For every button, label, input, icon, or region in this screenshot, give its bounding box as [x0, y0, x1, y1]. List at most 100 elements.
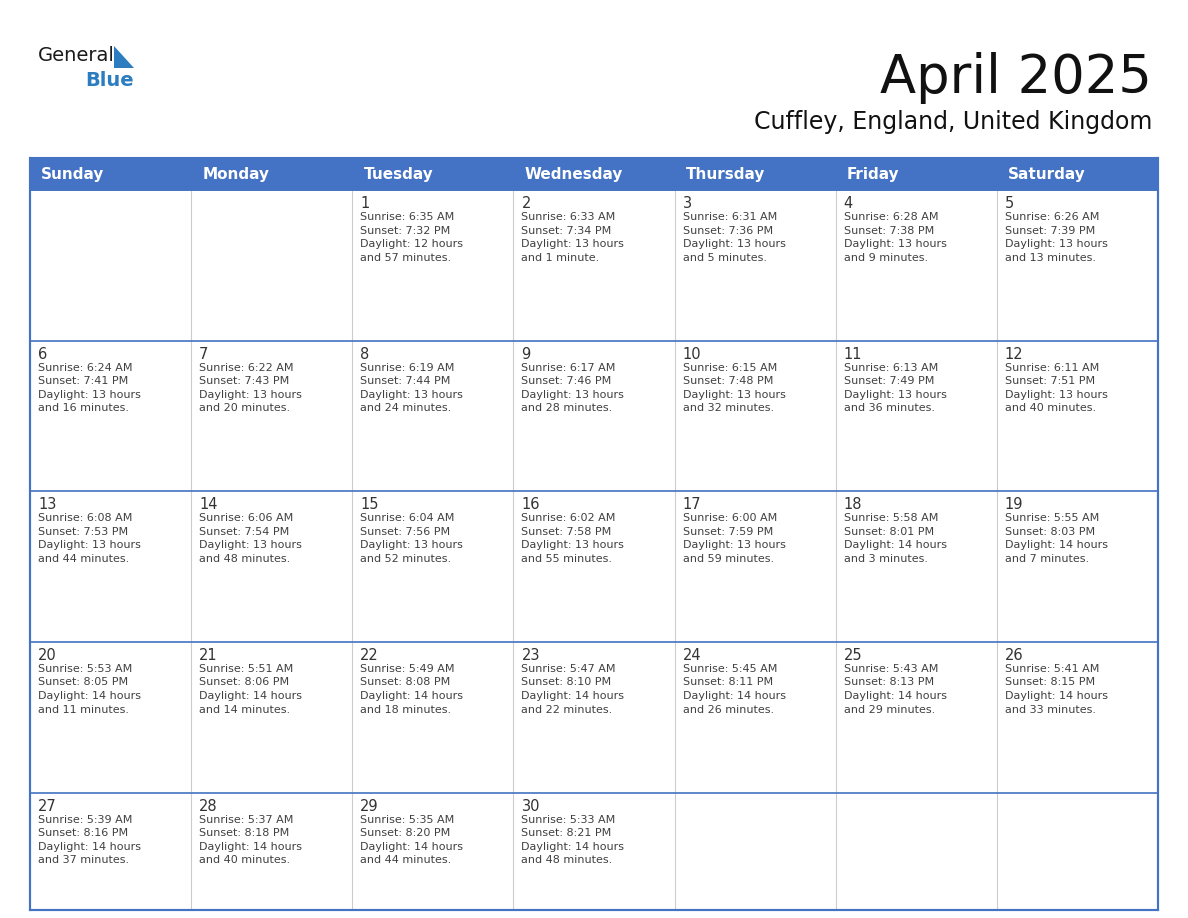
Text: Sunrise: 5:33 AM
Sunset: 8:21 PM
Daylight: 14 hours
and 48 minutes.: Sunrise: 5:33 AM Sunset: 8:21 PM Dayligh…	[522, 814, 625, 866]
Text: Sunrise: 5:41 AM
Sunset: 8:15 PM
Daylight: 14 hours
and 33 minutes.: Sunrise: 5:41 AM Sunset: 8:15 PM Dayligh…	[1005, 664, 1108, 715]
Text: Thursday: Thursday	[685, 166, 765, 182]
Text: Friday: Friday	[847, 166, 899, 182]
Text: 22: 22	[360, 648, 379, 663]
Text: 21: 21	[200, 648, 217, 663]
Bar	[997, 491, 1158, 642]
Text: Sunrise: 6:31 AM
Sunset: 7:36 PM
Daylight: 13 hours
and 5 minutes.: Sunrise: 6:31 AM Sunset: 7:36 PM Dayligh…	[683, 212, 785, 263]
Text: 23: 23	[522, 648, 541, 663]
Text: 10: 10	[683, 347, 701, 362]
Bar	[997, 341, 1158, 491]
Text: 26: 26	[1005, 648, 1024, 663]
Bar	[30, 341, 191, 491]
Text: 29: 29	[360, 799, 379, 813]
Text: 15: 15	[360, 498, 379, 512]
Text: Sunrise: 6:15 AM
Sunset: 7:48 PM
Daylight: 13 hours
and 32 minutes.: Sunrise: 6:15 AM Sunset: 7:48 PM Dayligh…	[683, 363, 785, 413]
Text: Sunrise: 5:47 AM
Sunset: 8:10 PM
Daylight: 14 hours
and 22 minutes.: Sunrise: 5:47 AM Sunset: 8:10 PM Dayligh…	[522, 664, 625, 715]
Bar	[997, 792, 1158, 910]
Text: Wednesday: Wednesday	[525, 166, 623, 182]
Text: April 2025: April 2025	[880, 52, 1152, 104]
Bar	[835, 642, 997, 792]
Bar	[675, 642, 835, 792]
Bar	[835, 792, 997, 910]
Bar	[513, 341, 675, 491]
Bar	[191, 491, 353, 642]
Text: 8: 8	[360, 347, 369, 362]
Bar	[353, 792, 513, 910]
Text: Monday: Monday	[202, 166, 270, 182]
Text: Sunrise: 5:39 AM
Sunset: 8:16 PM
Daylight: 14 hours
and 37 minutes.: Sunrise: 5:39 AM Sunset: 8:16 PM Dayligh…	[38, 814, 141, 866]
Bar	[675, 491, 835, 642]
Text: Sunrise: 6:17 AM
Sunset: 7:46 PM
Daylight: 13 hours
and 28 minutes.: Sunrise: 6:17 AM Sunset: 7:46 PM Dayligh…	[522, 363, 625, 413]
Bar	[675, 341, 835, 491]
Text: Sunday: Sunday	[42, 166, 105, 182]
Bar	[30, 491, 191, 642]
Text: 9: 9	[522, 347, 531, 362]
Bar	[835, 491, 997, 642]
Text: Sunrise: 5:43 AM
Sunset: 8:13 PM
Daylight: 14 hours
and 29 minutes.: Sunrise: 5:43 AM Sunset: 8:13 PM Dayligh…	[843, 664, 947, 715]
Bar	[30, 158, 1158, 190]
Bar	[353, 642, 513, 792]
Text: Cuffley, England, United Kingdom: Cuffley, England, United Kingdom	[753, 110, 1152, 134]
Bar	[513, 792, 675, 910]
Text: 30: 30	[522, 799, 541, 813]
Polygon shape	[114, 46, 134, 68]
Text: Sunrise: 5:45 AM
Sunset: 8:11 PM
Daylight: 14 hours
and 26 minutes.: Sunrise: 5:45 AM Sunset: 8:11 PM Dayligh…	[683, 664, 785, 715]
Text: 14: 14	[200, 498, 217, 512]
Text: 13: 13	[38, 498, 57, 512]
Text: Sunrise: 6:35 AM
Sunset: 7:32 PM
Daylight: 12 hours
and 57 minutes.: Sunrise: 6:35 AM Sunset: 7:32 PM Dayligh…	[360, 212, 463, 263]
Text: 24: 24	[683, 648, 701, 663]
Text: Sunrise: 5:37 AM
Sunset: 8:18 PM
Daylight: 14 hours
and 40 minutes.: Sunrise: 5:37 AM Sunset: 8:18 PM Dayligh…	[200, 814, 302, 866]
Text: 28: 28	[200, 799, 217, 813]
Text: 5: 5	[1005, 196, 1015, 211]
Bar	[513, 190, 675, 341]
Bar	[30, 190, 191, 341]
Bar	[675, 792, 835, 910]
Text: Sunrise: 6:08 AM
Sunset: 7:53 PM
Daylight: 13 hours
and 44 minutes.: Sunrise: 6:08 AM Sunset: 7:53 PM Dayligh…	[38, 513, 141, 564]
Text: Sunrise: 5:49 AM
Sunset: 8:08 PM
Daylight: 14 hours
and 18 minutes.: Sunrise: 5:49 AM Sunset: 8:08 PM Dayligh…	[360, 664, 463, 715]
Text: 25: 25	[843, 648, 862, 663]
Text: Sunrise: 6:11 AM
Sunset: 7:51 PM
Daylight: 13 hours
and 40 minutes.: Sunrise: 6:11 AM Sunset: 7:51 PM Dayligh…	[1005, 363, 1107, 413]
Bar	[191, 190, 353, 341]
Bar	[191, 642, 353, 792]
Text: 7: 7	[200, 347, 209, 362]
Text: 12: 12	[1005, 347, 1024, 362]
Text: 2: 2	[522, 196, 531, 211]
Text: Sunrise: 6:24 AM
Sunset: 7:41 PM
Daylight: 13 hours
and 16 minutes.: Sunrise: 6:24 AM Sunset: 7:41 PM Dayligh…	[38, 363, 141, 413]
Text: 4: 4	[843, 196, 853, 211]
Text: Sunrise: 5:51 AM
Sunset: 8:06 PM
Daylight: 14 hours
and 14 minutes.: Sunrise: 5:51 AM Sunset: 8:06 PM Dayligh…	[200, 664, 302, 715]
Bar	[30, 158, 1158, 910]
Text: Sunrise: 6:22 AM
Sunset: 7:43 PM
Daylight: 13 hours
and 20 minutes.: Sunrise: 6:22 AM Sunset: 7:43 PM Dayligh…	[200, 363, 302, 413]
Bar	[353, 190, 513, 341]
Text: 27: 27	[38, 799, 57, 813]
Text: Sunrise: 5:35 AM
Sunset: 8:20 PM
Daylight: 14 hours
and 44 minutes.: Sunrise: 5:35 AM Sunset: 8:20 PM Dayligh…	[360, 814, 463, 866]
Text: 3: 3	[683, 196, 691, 211]
Text: 18: 18	[843, 498, 862, 512]
Text: Sunrise: 6:19 AM
Sunset: 7:44 PM
Daylight: 13 hours
and 24 minutes.: Sunrise: 6:19 AM Sunset: 7:44 PM Dayligh…	[360, 363, 463, 413]
Text: Blue: Blue	[86, 71, 134, 90]
Text: General: General	[38, 46, 115, 65]
Text: Sunrise: 6:26 AM
Sunset: 7:39 PM
Daylight: 13 hours
and 13 minutes.: Sunrise: 6:26 AM Sunset: 7:39 PM Dayligh…	[1005, 212, 1107, 263]
Text: 6: 6	[38, 347, 48, 362]
Text: Saturday: Saturday	[1009, 166, 1086, 182]
Bar	[353, 491, 513, 642]
Bar	[191, 341, 353, 491]
Bar	[835, 341, 997, 491]
Text: Sunrise: 6:13 AM
Sunset: 7:49 PM
Daylight: 13 hours
and 36 minutes.: Sunrise: 6:13 AM Sunset: 7:49 PM Dayligh…	[843, 363, 947, 413]
Text: 17: 17	[683, 498, 701, 512]
Bar	[997, 642, 1158, 792]
Bar	[835, 190, 997, 341]
Text: Sunrise: 6:00 AM
Sunset: 7:59 PM
Daylight: 13 hours
and 59 minutes.: Sunrise: 6:00 AM Sunset: 7:59 PM Dayligh…	[683, 513, 785, 564]
Text: 1: 1	[360, 196, 369, 211]
Text: Sunrise: 6:28 AM
Sunset: 7:38 PM
Daylight: 13 hours
and 9 minutes.: Sunrise: 6:28 AM Sunset: 7:38 PM Dayligh…	[843, 212, 947, 263]
Text: Sunrise: 6:33 AM
Sunset: 7:34 PM
Daylight: 13 hours
and 1 minute.: Sunrise: 6:33 AM Sunset: 7:34 PM Dayligh…	[522, 212, 625, 263]
Text: Sunrise: 6:04 AM
Sunset: 7:56 PM
Daylight: 13 hours
and 52 minutes.: Sunrise: 6:04 AM Sunset: 7:56 PM Dayligh…	[360, 513, 463, 564]
Text: Tuesday: Tuesday	[364, 166, 434, 182]
Text: Sunrise: 6:02 AM
Sunset: 7:58 PM
Daylight: 13 hours
and 55 minutes.: Sunrise: 6:02 AM Sunset: 7:58 PM Dayligh…	[522, 513, 625, 564]
Text: Sunrise: 5:55 AM
Sunset: 8:03 PM
Daylight: 14 hours
and 7 minutes.: Sunrise: 5:55 AM Sunset: 8:03 PM Dayligh…	[1005, 513, 1108, 564]
Bar	[513, 642, 675, 792]
Text: Sunrise: 5:58 AM
Sunset: 8:01 PM
Daylight: 14 hours
and 3 minutes.: Sunrise: 5:58 AM Sunset: 8:01 PM Dayligh…	[843, 513, 947, 564]
Bar	[675, 190, 835, 341]
Bar	[30, 642, 191, 792]
Text: 16: 16	[522, 498, 541, 512]
Bar	[191, 792, 353, 910]
